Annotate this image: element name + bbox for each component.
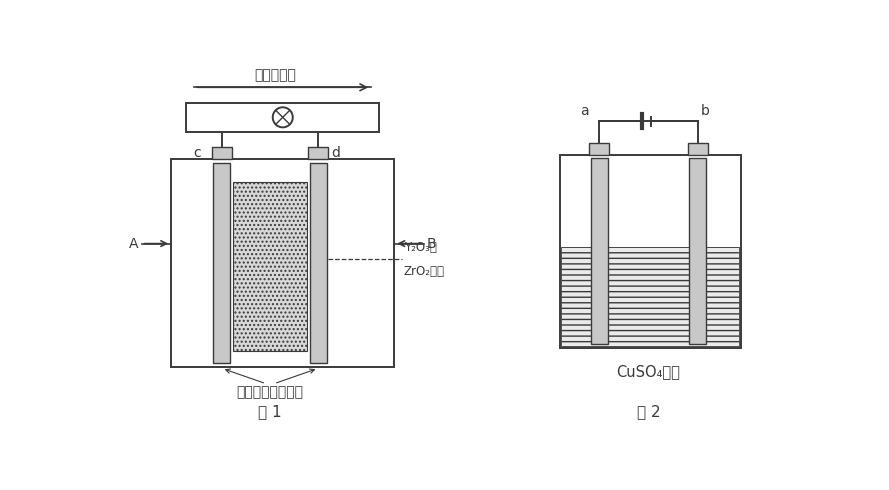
- Text: B: B: [427, 237, 436, 250]
- Text: CuSO₄溶液: CuSO₄溶液: [617, 365, 680, 379]
- Text: d: d: [332, 146, 340, 160]
- Bar: [688, 143, 708, 155]
- Bar: [213, 163, 230, 363]
- Bar: [562, 247, 740, 346]
- Text: A: A: [129, 237, 139, 250]
- Bar: [591, 158, 608, 344]
- Bar: [171, 159, 395, 367]
- Bar: [308, 147, 328, 159]
- Text: c: c: [194, 146, 201, 160]
- Bar: [560, 155, 741, 347]
- Text: b: b: [701, 104, 709, 118]
- Text: a: a: [580, 104, 589, 118]
- Text: 图 1: 图 1: [258, 404, 282, 419]
- Bar: [234, 182, 307, 351]
- Text: ZrO₂固体: ZrO₂固体: [404, 265, 444, 278]
- Text: 电流的方向: 电流的方向: [254, 69, 296, 83]
- Text: 图 2: 图 2: [637, 404, 661, 419]
- Circle shape: [273, 107, 292, 127]
- Bar: [212, 147, 232, 159]
- Bar: [187, 103, 379, 132]
- Text: 稀土金属材料电极: 稀土金属材料电极: [236, 385, 303, 399]
- Text: Y₂O₃的: Y₂O₃的: [404, 242, 436, 254]
- Bar: [589, 143, 609, 155]
- Bar: [689, 158, 706, 344]
- Bar: [309, 163, 326, 363]
